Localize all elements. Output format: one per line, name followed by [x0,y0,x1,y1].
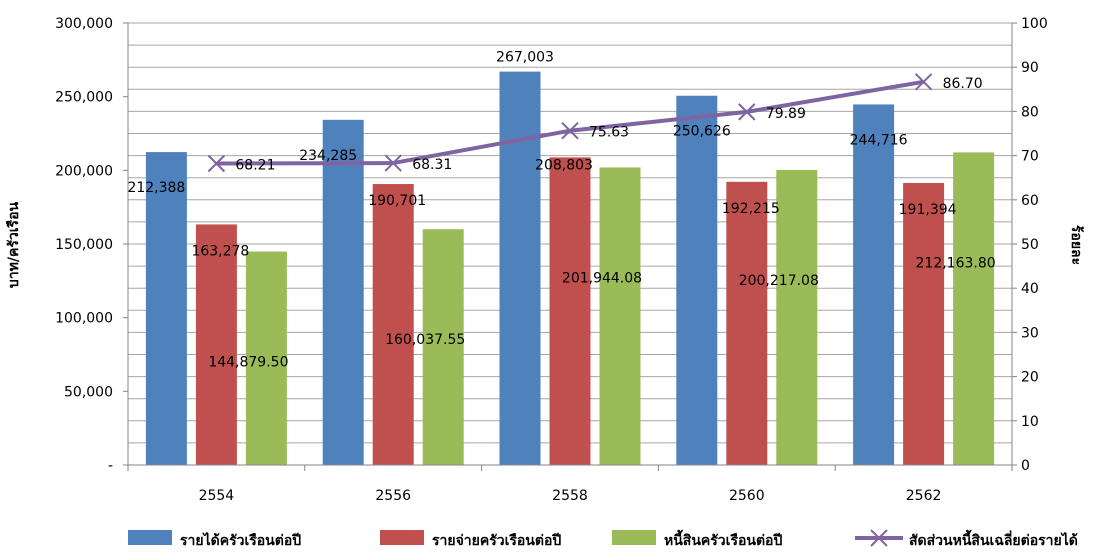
bar-1-2562 [853,104,895,466]
data-labels: 212,388 163,278 144,879.50 234,285 190,701 16… [127,50,995,371]
y2-tick-label: 50 [1021,237,1039,253]
legend-marker [870,529,888,547]
ratio-marker [561,122,579,140]
ratio-marker [738,103,756,121]
ratio-data-label: 68.31 [412,157,452,173]
bar-data-label: 234,285 [299,148,357,164]
y2-tick-label: 0 [1021,458,1030,474]
bar-1-2558 [499,71,541,466]
y2-tick-label: 10 [1021,414,1039,430]
bar-data-label: 190,701 [368,193,426,209]
ratio-marker [384,154,402,172]
bar-data-label: 160,037.55 [385,332,465,348]
ratio-marker [207,154,226,173]
y2-tick-label: 30 [1021,325,1039,341]
bar-2-2556 [372,184,414,465]
y-tick-label: 300,000 [55,16,113,32]
y-tick-label: 150,000 [55,237,113,253]
bar-data-label: 144,879.50 [208,355,288,371]
bar-2-2562 [903,183,945,466]
x-tick-label: 2562 [906,488,942,504]
bar-data-label: 191,394 [899,202,957,218]
ratio-data-label: 68.21 [235,158,275,174]
bar-1-2560 [676,95,718,466]
bar-1-2554 [145,152,187,466]
y-axis-title: บาท/ครัวเรือน [6,202,22,289]
y-tick-label: 100,000 [55,311,113,327]
x-tick-label: 2558 [552,488,588,504]
bar-data-label: 267,003 [496,50,554,66]
legend-swatch [128,530,172,545]
ratio-marker [914,73,933,91]
y-tick-label: 200,000 [55,163,113,179]
axes: - 50,000 100,000 150,000 200,000 250,000 300,0… [55,16,1048,504]
bar-data-label: 250,626 [673,124,731,140]
y2-tick-label: 70 [1021,149,1039,165]
ratio-data-label: 75.63 [589,125,629,141]
x-tick-label: 2554 [199,488,235,504]
bar-data-label: 200,217.08 [739,273,819,289]
bar-data-label: 244,716 [850,132,908,148]
bar-3-2558 [599,167,641,465]
y-tick-label: 50,000 [64,384,113,400]
legend-label: รายได้ครัวเรือนต่อปี [180,531,301,549]
bar-data-label: 163,278 [191,243,249,259]
bar-3-2560 [776,170,818,466]
bar-data-label: 212,388 [127,180,185,196]
bar-1-2556 [322,119,364,465]
y-tick-label: - [108,458,113,474]
bars [145,71,995,466]
y2-axis-title: ร้อยละ [1068,225,1084,265]
y2-tick-label: 90 [1021,60,1039,76]
bar-2-2558 [549,157,591,465]
bar-data-label: 201,944.08 [562,270,642,286]
y2-tick-label: 40 [1021,281,1039,297]
x-tick-label: 2560 [729,488,765,504]
legend-label: สัดส่วนหนี้สินเฉลี่ยต่อรายได้ [909,529,1078,549]
bar-3-2554 [245,251,287,465]
bar-data-label: 208,803 [535,157,593,173]
legend-swatch [612,530,656,545]
bar-3-2562 [953,152,995,466]
y-tick-label: 250,000 [55,90,113,106]
bar-data-label: 192,215 [722,201,780,217]
legend-label: หนี้สินครัวเรือนต่อปี [664,529,782,549]
y2-tick-label: 80 [1021,104,1039,120]
y2-tick-label: 60 [1021,193,1039,209]
bar-data-label: 212,163.80 [916,255,996,271]
x-tick-label: 2556 [375,488,411,504]
ratio-data-label: 86.70 [943,76,983,92]
legend: รายได้ครัวเรือนต่อปี รายจ่ายครัวเรือนต่อป… [128,529,1078,549]
legend-swatch [380,530,424,545]
y2-tick-label: 20 [1021,370,1039,386]
y2-tick-label: 100 [1021,16,1048,32]
ratio-line-layer [207,73,933,173]
ratio-data-label: 79.89 [766,106,806,122]
bar-3-2556 [422,229,464,465]
bar-2-2560 [726,181,768,466]
bar-2-2554 [195,224,237,465]
legend-label: รายจ่ายครัวเรือนต่อปี [432,533,561,549]
